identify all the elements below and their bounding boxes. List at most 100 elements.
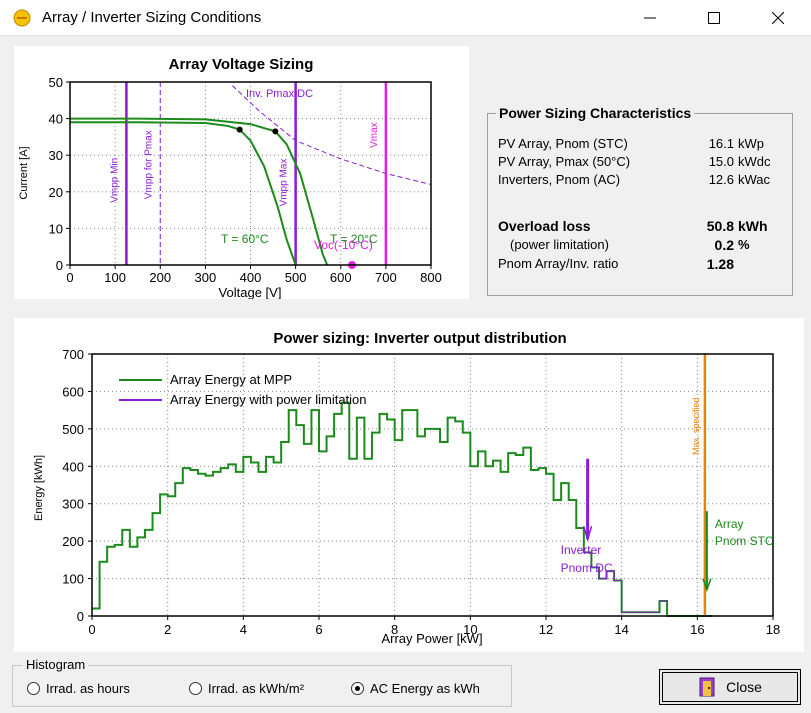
psc-unit: kWp	[738, 136, 764, 151]
voltage-x-tick-label: 600	[330, 270, 352, 285]
t60-label: T = 60°C	[221, 232, 269, 246]
power-x-tick-label: 18	[766, 622, 780, 637]
t60-iv-curve	[70, 121, 297, 266]
overload-label: Overload loss	[498, 218, 591, 234]
psc-value: 16.1	[708, 136, 734, 151]
histogram-title: Histogram	[23, 657, 89, 672]
psc-value: 15.0	[708, 154, 734, 169]
voltage-y-tick-label: 50	[49, 75, 63, 90]
t20-iv-curve	[70, 117, 329, 266]
psc-row-overload: Overload loss 50.8 kWh	[488, 218, 794, 236]
title-bar[interactable]: Array / Inverter Sizing Conditions	[0, 0, 811, 36]
minimize-icon	[644, 17, 656, 19]
power-sizing-title: Power Sizing Characteristics	[496, 105, 695, 121]
power-x-tick-label: 6	[315, 622, 322, 637]
power-sizing-box: Power Sizing Characteristics PV Array, P…	[487, 105, 794, 296]
close-button[interactable]: Close	[659, 669, 801, 705]
voltage-y-label: Current [A]	[18, 146, 30, 199]
power-plot-frame	[91, 353, 774, 617]
voltage-x-tick-label: 100	[104, 270, 126, 285]
vmpp-for-pmax-label: Vmpp for Pmax	[143, 130, 154, 199]
close-icon	[772, 12, 784, 24]
voltage-y-tick-label: 30	[49, 148, 63, 163]
radio-label: Irrad. as kWh/m²	[208, 680, 305, 696]
psc-unit: kWdc	[738, 154, 771, 169]
power-x-tick-label: 16	[690, 622, 704, 637]
mpp-point-60	[236, 126, 243, 133]
psc-row-limitation: (power limitation) 0.2 %	[488, 237, 794, 255]
voltage-x-tick-label: 300	[195, 270, 217, 285]
voc-label: Voc(-10°C)	[314, 238, 373, 252]
vmpp-min-label: Vmpp Min	[109, 158, 120, 203]
power-x-tick-label: 14	[614, 622, 628, 637]
minimize-button[interactable]	[627, 0, 673, 36]
power-y-tick-label: 0	[77, 609, 84, 624]
maximize-button[interactable]	[691, 0, 737, 36]
radio-label: Irrad. as hours	[46, 680, 130, 696]
voltage-x-label: Voltage [V]	[219, 285, 282, 299]
inverter-pnom-dc-label-line2: Pnom DC	[561, 561, 613, 575]
inverter-pnom-dc-arrow	[582, 525, 593, 542]
max-specified-label: Max. specified	[691, 398, 701, 456]
power-chart-panel: Power sizing: Inverter output distributi…	[14, 318, 804, 652]
limitation-label: (power limitation)	[510, 237, 609, 252]
array-pnom-stc-label-line1: Array	[715, 517, 744, 531]
histogram-group: Histogram Irrad. as hours Irrad. as kWh/…	[12, 657, 512, 707]
voltage-x-tick-label: 500	[285, 270, 307, 285]
power-chart-title: Power sizing: Inverter output distributi…	[273, 330, 566, 347]
close-button-label: Close	[726, 679, 762, 695]
psc-value: 12.6	[708, 172, 734, 187]
door-exit-icon	[699, 677, 715, 697]
vmpp-max-label: Vmpp Max	[279, 159, 290, 207]
power-y-tick-label: 200	[62, 534, 84, 549]
psc-row-pmax-50: PV Array, Pmax (50°C) 15.0 kWdc	[488, 154, 794, 172]
voltage-chart: Array Voltage Sizing 0 100 200 300 400 500 600…	[18, 56, 442, 299]
voltage-y-tick-label: 0	[56, 258, 63, 273]
inverter-pnom-dc-label-line1: Inverter	[561, 543, 602, 557]
radio-irrad-hours[interactable]: Irrad. as hours	[27, 679, 130, 697]
radio-label: AC Energy as kWh	[370, 680, 480, 696]
app-sun-icon	[13, 9, 31, 27]
power-x-tick-label: 4	[240, 622, 247, 637]
psc-label: PV Array, Pnom (STC)	[498, 136, 628, 151]
psc-row-inverters-pnom: Inverters, Pnom (AC) 12.6 kWac	[488, 172, 794, 190]
power-y-tick-label: 100	[62, 572, 84, 587]
power-x-tick-label: 0	[88, 622, 95, 637]
legend-limited-label: Array Energy with power limitation	[170, 392, 367, 407]
psc-unit: kWac	[738, 172, 771, 187]
power-x-tick-label: 10	[463, 622, 477, 637]
voltage-y-tick-label: 40	[49, 112, 63, 127]
radio-irrad-kwh-m2[interactable]: Irrad. as kWh/m²	[189, 679, 304, 697]
radio-circle-selected[interactable]	[351, 681, 364, 695]
maximize-icon	[708, 12, 720, 24]
ratio-value: 1.28	[706, 256, 734, 272]
ratio-label: Pnom Array/Inv. ratio	[498, 256, 619, 271]
mpp-point-20	[272, 128, 279, 135]
power-y-tick-label: 300	[62, 497, 84, 512]
voltage-chart-panel: Array Voltage Sizing 0 100 200 300 400 500 600…	[14, 46, 469, 299]
overload-value: 50.8	[706, 218, 734, 234]
power-y-tick-label: 400	[62, 459, 84, 474]
vmax-label: Vmax	[369, 122, 380, 148]
limitation-value: 0.2	[714, 237, 734, 253]
inv-pmax-dc-label: Inv. Pmax DC	[246, 88, 313, 100]
limitation-unit: %	[738, 237, 750, 252]
psc-row-pnom-stc: PV Array, Pnom (STC) 16.1 kWp	[488, 136, 794, 154]
radio-circle[interactable]	[27, 681, 40, 695]
power-chart: Power sizing: Inverter output distributi…	[33, 330, 780, 646]
legend-mpp-label: Array Energy at MPP	[170, 372, 292, 387]
voltage-x-tick-label: 400	[240, 270, 262, 285]
power-y-tick-label: 600	[62, 384, 84, 399]
voltage-chart-title: Array Voltage Sizing	[169, 56, 314, 73]
t20-label: T = 20°C	[330, 232, 378, 246]
radio-circle[interactable]	[189, 681, 202, 695]
array-pnom-stc-label-line2: Pnom STC	[715, 534, 774, 548]
voltage-x-tick-label: 800	[420, 270, 442, 285]
close-window-button[interactable]	[755, 0, 801, 36]
voltage-x-tick-label: 700	[375, 270, 397, 285]
mpp-energy-histogram	[92, 401, 713, 617]
power-x-tick-label: 8	[391, 622, 398, 637]
radio-ac-energy-kwh[interactable]: AC Energy as kWh	[351, 679, 480, 697]
power-x-label: Array Power [kW]	[381, 631, 482, 646]
